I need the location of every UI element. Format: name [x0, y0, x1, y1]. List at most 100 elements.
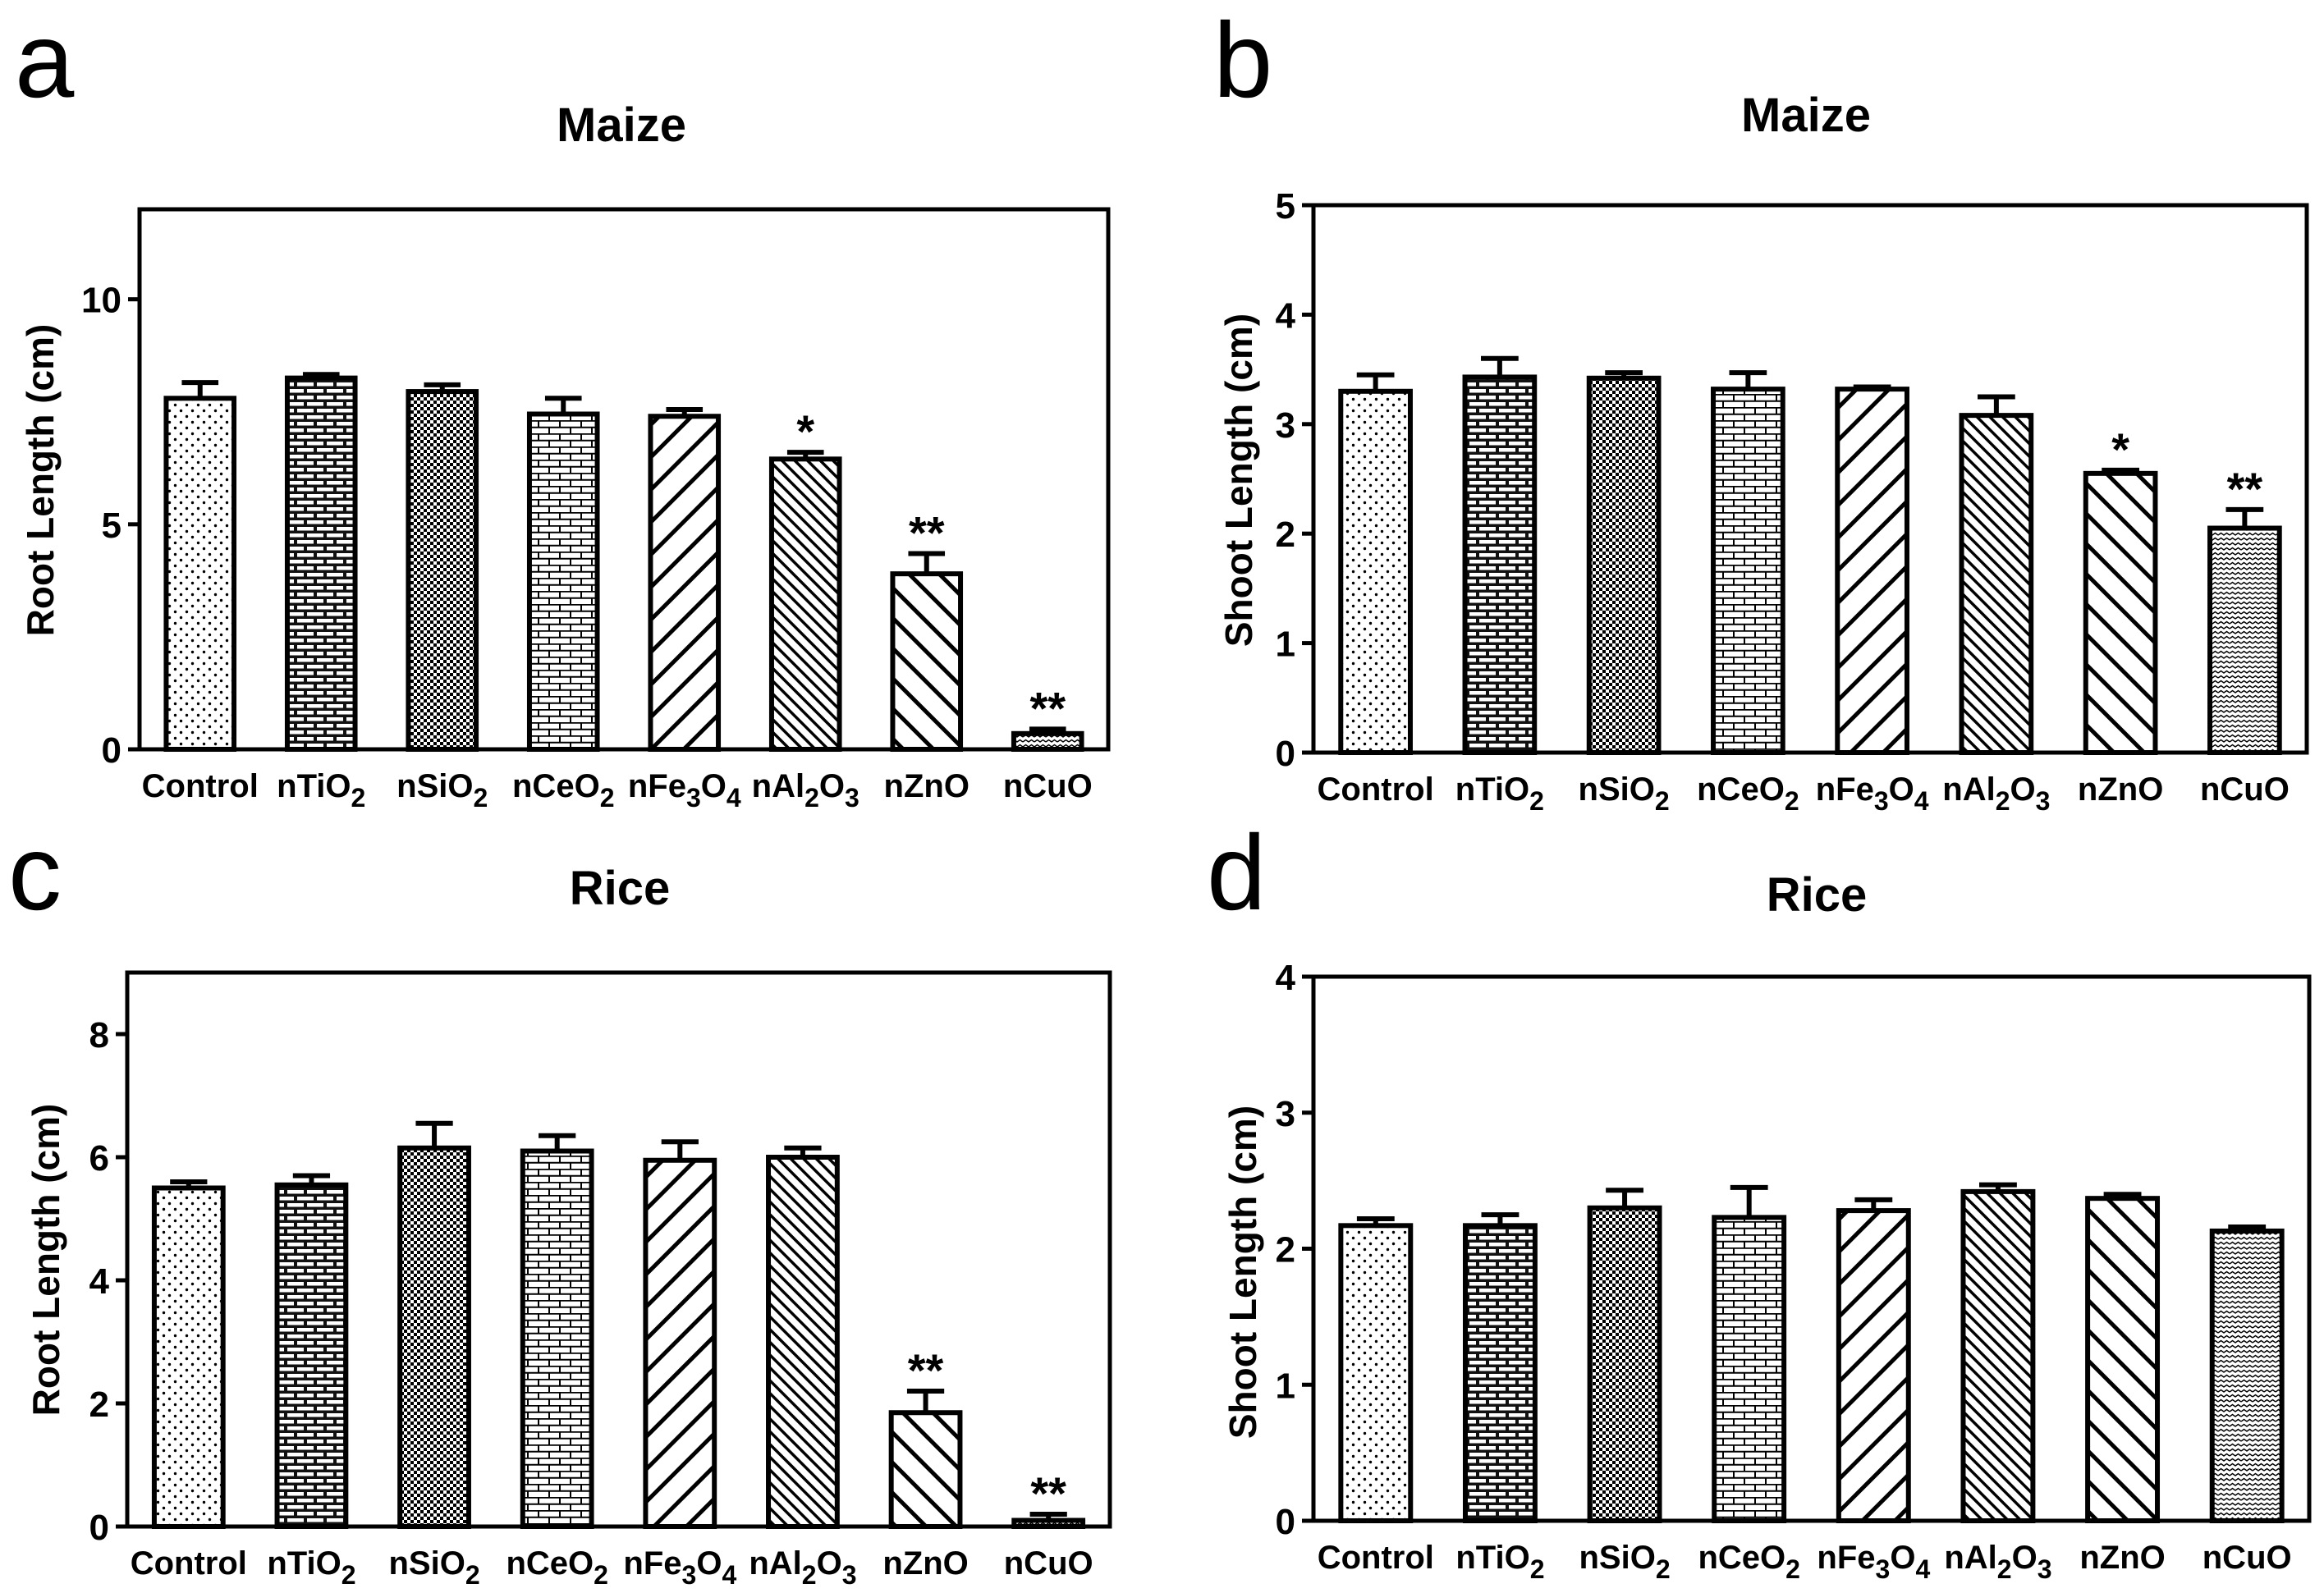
x-tick-label: Control: [1318, 771, 1434, 808]
x-tick-label: nCeO2: [512, 768, 614, 813]
bar-nAl2O3: [1960, 1188, 2036, 1523]
y-tick-label: 8: [89, 1015, 109, 1055]
panel-label: d: [1207, 813, 1266, 932]
bar-nCeO2: [526, 411, 600, 752]
y-axis-label: Shoot Length (cm): [1217, 314, 1260, 647]
y-tick-label: 3: [1276, 1094, 1295, 1134]
bar-nTiO2: [274, 1182, 349, 1529]
x-tick-label: nAl2O3: [752, 768, 859, 813]
chart-title: Rice: [570, 862, 671, 915]
y-tick-label: 4: [1276, 295, 1296, 336]
bar-nCeO2: [1711, 387, 1785, 755]
x-tick-label: nCeO2: [506, 1545, 607, 1590]
y-tick-label: 1: [1276, 625, 1295, 665]
x-tick-label: nZnO: [2078, 771, 2163, 808]
bar-nTiO2: [284, 375, 358, 752]
bar-nFe3O4: [1835, 387, 1909, 755]
x-tick-label: nCuO: [2200, 771, 2290, 808]
x-tick-label: Control: [131, 1545, 247, 1582]
bar-nZnO: [888, 1410, 963, 1529]
plot-frame: [137, 207, 1111, 752]
y-tick-label: 0: [1276, 734, 1295, 774]
y-tick-label: 0: [102, 730, 121, 771]
bar-nAl2O3: [768, 456, 842, 752]
bar-nZnO: [2083, 470, 2158, 756]
x-tick-label: nFe3O4: [628, 768, 741, 813]
significance-marker: *: [2111, 423, 2129, 475]
y-tick-label: 2: [1276, 515, 1295, 555]
y-tick-label: 2: [1276, 1230, 1295, 1270]
x-tick-label: nFe3O4: [623, 1545, 736, 1590]
x-tick-label: nCuO: [1004, 1545, 1093, 1582]
x-tick-label: nCeO2: [1698, 1540, 1799, 1584]
plot-frame: [125, 970, 1112, 1529]
bar-nCuO: [2209, 1228, 2285, 1523]
bar-Control: [1338, 388, 1413, 755]
x-tick-label: nAl2O3: [1942, 771, 2050, 816]
x-tick-label: nAl2O3: [1944, 1540, 2051, 1584]
significance-marker: **: [909, 506, 945, 558]
y-axis-label: Root Length (cm): [25, 1104, 67, 1417]
bar-nCeO2: [520, 1148, 594, 1529]
x-tick-label: nFe3O4: [1816, 771, 1929, 816]
x-tick-label: nTiO2: [267, 1545, 355, 1590]
significance-marker: *: [796, 405, 814, 457]
x-tick-label: nZnO: [884, 768, 969, 804]
x-tick-label: nTiO2: [277, 768, 365, 813]
x-tick-label: Control: [142, 768, 259, 804]
x-tick-label: nSiO2: [397, 768, 488, 813]
y-tick-label: 5: [102, 506, 121, 546]
x-tick-label: nTiO2: [1455, 771, 1544, 816]
significance-marker: **: [1030, 1467, 1066, 1519]
chart-title: Rice: [1767, 868, 1868, 922]
plot-frame: [1311, 203, 2309, 755]
x-tick-label: nCuO: [2203, 1540, 2292, 1576]
plot-frame: [1311, 974, 2312, 1523]
y-tick-label: 0: [89, 1508, 109, 1548]
y-tick-label: 1: [1276, 1366, 1295, 1406]
x-tick-label: nZnO: [882, 1545, 968, 1582]
x-tick-label: nFe3O4: [1817, 1540, 1930, 1584]
x-tick-label: Control: [1318, 1540, 1434, 1576]
x-tick-label: nCeO2: [1697, 771, 1799, 816]
chart-title: Maize: [557, 98, 686, 152]
bar-Control: [163, 396, 237, 752]
bar-nZnO: [890, 571, 964, 753]
bar-nZnO: [2085, 1196, 2161, 1523]
x-tick-label: nSiO2: [388, 1545, 479, 1590]
bar-nSiO2: [1586, 375, 1662, 755]
y-axis-label: Shoot Length (cm): [1222, 1105, 1264, 1439]
bar-Control: [1338, 1223, 1414, 1523]
chart-title: Maize: [1741, 89, 1871, 142]
bar-nAl2O3: [1959, 413, 2034, 755]
significance-marker: **: [2227, 463, 2263, 515]
bar-nCeO2: [1712, 1215, 1787, 1523]
y-tick-label: 5: [1276, 186, 1295, 227]
panel-label: a: [15, 0, 75, 120]
significance-marker: **: [1029, 682, 1066, 734]
bar-nSiO2: [406, 389, 479, 752]
panel-label: c: [8, 813, 62, 932]
bar-nTiO2: [1462, 1223, 1538, 1523]
x-tick-label: nAl2O3: [749, 1545, 856, 1590]
bar-nCuO: [2207, 525, 2282, 756]
y-tick-label: 10: [81, 281, 121, 321]
bar-Control: [151, 1185, 226, 1529]
y-tick-label: 6: [89, 1138, 109, 1179]
x-tick-label: nTiO2: [1455, 1540, 1544, 1584]
x-tick-label: nZnO: [2079, 1540, 2165, 1576]
panel-label: b: [1213, 0, 1272, 120]
bar-nFe3O4: [1836, 1208, 1911, 1523]
bar-nSiO2: [397, 1145, 471, 1529]
y-tick-label: 0: [1276, 1502, 1295, 1542]
bar-nFe3O4: [643, 1157, 717, 1529]
y-tick-label: 4: [1276, 958, 1296, 998]
y-tick-label: 2: [89, 1385, 109, 1425]
x-tick-label: nCuO: [1003, 768, 1093, 804]
bar-nSiO2: [1587, 1205, 1662, 1524]
significance-marker: **: [908, 1344, 944, 1396]
bar-nFe3O4: [648, 414, 722, 752]
panel-c: c Rice Root Length (cm) ** ** 0 2 4 6 8 Control…: [8, 813, 1112, 1590]
bar-nCuO: [1011, 730, 1084, 753]
